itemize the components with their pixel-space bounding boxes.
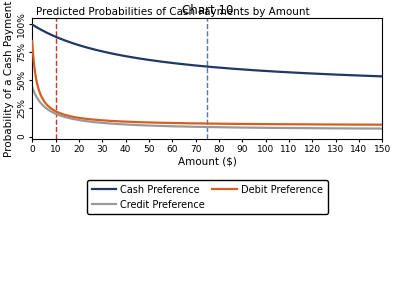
X-axis label: Amount ($): Amount ($) — [178, 157, 237, 167]
Text: Predicted Probabilities of Cash Payments by Amount: Predicted Probabilities of Cash Payments… — [36, 7, 309, 17]
Y-axis label: Probability of a Cash Payment: Probability of a Cash Payment — [4, 0, 14, 157]
Title: Chart 10: Chart 10 — [182, 4, 233, 17]
Legend: Cash Preference, Credit Preference, Debit Preference: Cash Preference, Credit Preference, Debi… — [87, 180, 327, 214]
